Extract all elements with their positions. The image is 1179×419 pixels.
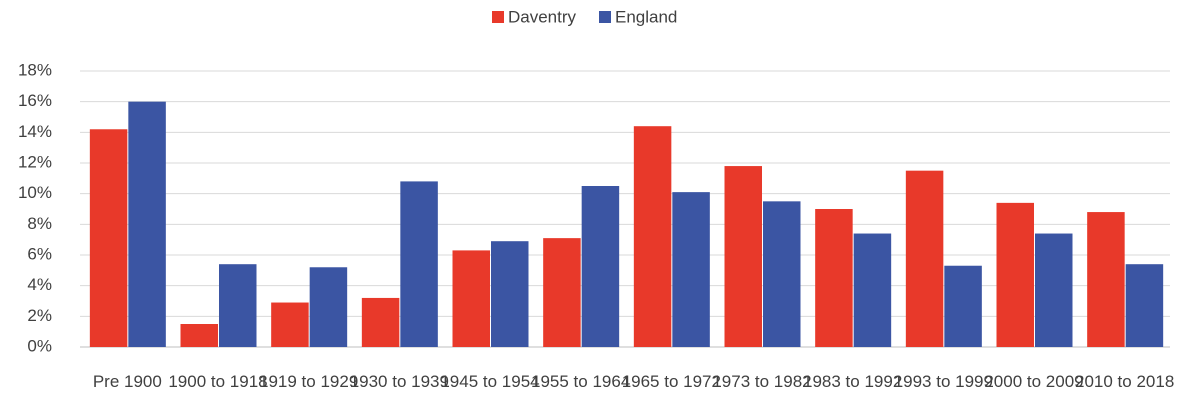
y-tick-label: 10%: [18, 183, 52, 202]
bar: [763, 201, 801, 347]
legend-label: England: [615, 7, 677, 26]
bar: [491, 241, 529, 347]
bar: [543, 238, 581, 347]
bar: [853, 233, 892, 347]
y-tick-label: 12%: [18, 152, 52, 171]
x-tick-label: 1965 to 1972: [621, 372, 721, 391]
x-tick-label: 1930 to 1939: [349, 372, 449, 391]
bar: [1087, 212, 1125, 347]
x-tick-label: 2010 to 2018: [1075, 372, 1175, 391]
bar: [815, 209, 853, 347]
legend-swatch: [492, 11, 504, 23]
bar: [180, 324, 218, 347]
bar: [452, 250, 490, 347]
bar: [309, 267, 348, 347]
x-tick-label: 1945 to 1954: [440, 372, 540, 391]
bar: [724, 166, 762, 347]
y-tick-label: 16%: [18, 91, 52, 110]
bar: [1035, 233, 1073, 347]
x-tick-label: 1955 to 1964: [531, 372, 631, 391]
x-tick-label: 1919 to 1929: [259, 372, 359, 391]
y-tick-label: 4%: [27, 275, 52, 294]
y-tick-label: 6%: [27, 244, 52, 263]
x-tick-label: 1973 to 1982: [712, 372, 812, 391]
y-tick-label: 14%: [18, 122, 52, 141]
bar: [219, 264, 257, 347]
bar: [944, 265, 982, 347]
bar: [581, 186, 620, 347]
x-tick-label: 1983 to 1992: [803, 372, 903, 391]
y-tick-label: 0%: [27, 336, 52, 355]
bar: [672, 192, 710, 347]
bar: [128, 101, 166, 348]
bar: [361, 297, 400, 347]
y-tick-label: 2%: [27, 306, 52, 325]
bar: [905, 170, 944, 347]
x-tick-label: 1900 to 1918: [168, 372, 268, 391]
bar: [271, 302, 309, 347]
x-tick-label: 2000 to 2009: [984, 372, 1084, 391]
y-tick-label: 18%: [18, 60, 52, 79]
bar: [633, 126, 672, 347]
x-tick-label: 1993 to 1999: [893, 372, 993, 391]
legend-swatch: [599, 11, 611, 23]
legend-label: Daventry: [508, 7, 577, 26]
x-tick-label: Pre 1900: [92, 372, 162, 391]
bar: [996, 202, 1034, 347]
y-tick-label: 8%: [27, 214, 52, 233]
bar: [89, 129, 128, 347]
bar: [1125, 264, 1164, 347]
bar: [400, 181, 438, 347]
